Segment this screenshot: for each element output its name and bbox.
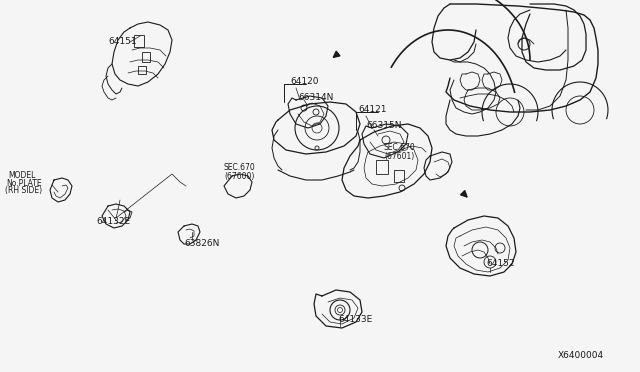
Text: 63826N: 63826N <box>184 240 220 248</box>
Text: X6400004: X6400004 <box>558 352 604 360</box>
Text: (67600): (67600) <box>224 171 254 180</box>
Text: MODEL: MODEL <box>8 170 35 180</box>
Text: (67601): (67601) <box>384 153 414 161</box>
Text: 64151: 64151 <box>108 38 136 46</box>
Bar <box>138 66 146 74</box>
Text: 66314N: 66314N <box>298 93 333 103</box>
Text: 66315N: 66315N <box>366 122 401 131</box>
Bar <box>142 52 150 62</box>
Bar <box>134 35 144 47</box>
Text: SEC.670: SEC.670 <box>384 144 416 153</box>
Text: SEC.670: SEC.670 <box>224 164 256 173</box>
Text: 64133E: 64133E <box>338 315 372 324</box>
Text: (RH SIDE): (RH SIDE) <box>5 186 42 196</box>
Text: 64132E: 64132E <box>96 218 130 227</box>
Bar <box>376 160 388 174</box>
Text: 64120: 64120 <box>290 77 319 87</box>
Bar <box>394 170 404 182</box>
Text: 64152: 64152 <box>486 260 515 269</box>
Text: No.PLATE: No.PLATE <box>6 179 42 187</box>
Text: 64121: 64121 <box>358 106 387 115</box>
